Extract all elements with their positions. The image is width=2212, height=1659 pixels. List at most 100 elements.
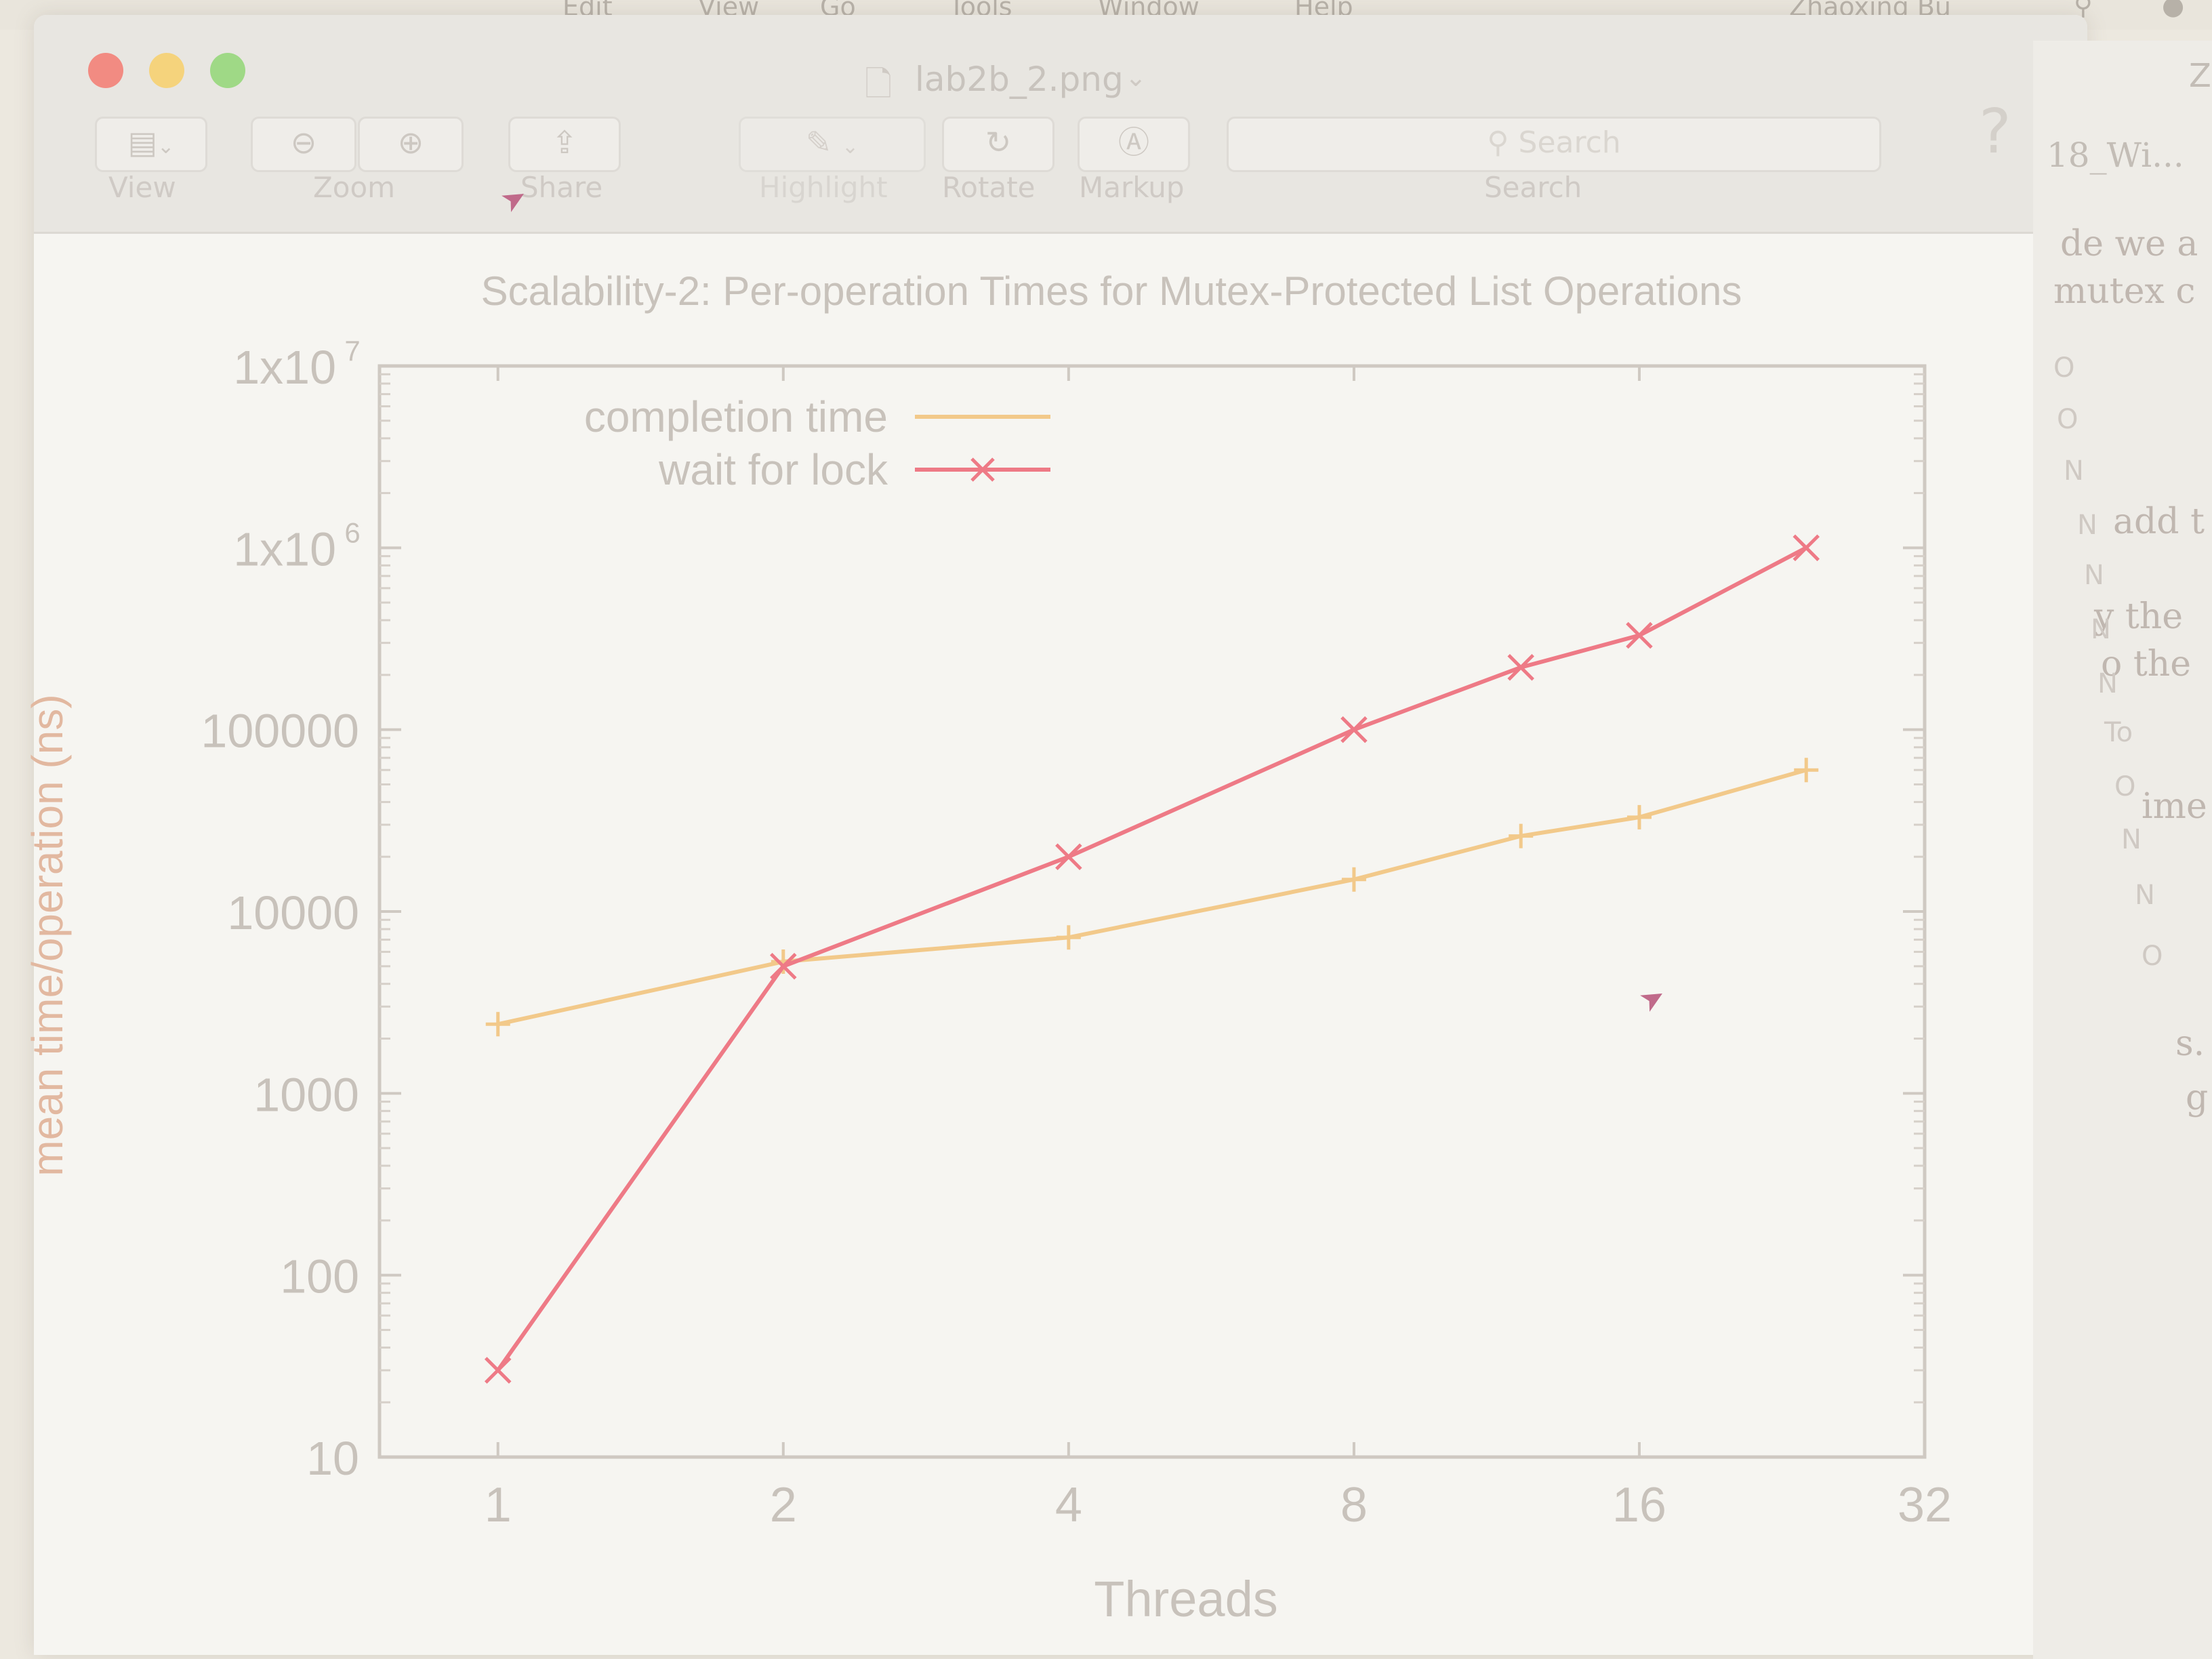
side-text-line: de we a xyxy=(2060,224,2198,264)
legend-label: wait for lock xyxy=(658,445,888,494)
x-axis-label: Threads xyxy=(1094,1571,1277,1627)
side-text-line: s. xyxy=(2175,1023,2205,1064)
chevron-down-icon[interactable]: ⌄ xyxy=(1125,62,1147,92)
side-marker: N xyxy=(2077,510,2097,541)
y-tick-exponent: 6 xyxy=(344,516,360,548)
zoom-label: Zoom xyxy=(313,171,396,204)
data-point-wait-for-lock xyxy=(1793,534,1820,562)
window-toolbar: 🗋 lab2b_2.png ⌄ ▤⌄ View ⊖ ⊕ Zoom ⇪ Share… xyxy=(34,15,2087,234)
y-axis-label: mean time/operation (ns) xyxy=(23,694,72,1176)
view-label: View xyxy=(108,171,176,204)
y-tick-label: 10 xyxy=(306,1432,359,1485)
data-point-wait-for-lock xyxy=(484,1357,512,1384)
side-text-line: y the xyxy=(2094,596,2184,637)
side-marker: O xyxy=(2057,404,2078,435)
markup-button[interactable]: Ⓐ xyxy=(1078,117,1190,172)
series-line-completion-time xyxy=(497,768,1807,1027)
x-tick-label: 32 xyxy=(1898,1478,1952,1532)
minimize-button[interactable] xyxy=(149,53,184,88)
x-tick-label: 1 xyxy=(485,1478,512,1532)
side-marker: To xyxy=(2104,717,2133,748)
side-text-line: ime xyxy=(2142,786,2207,827)
data-point-completion-time xyxy=(1509,823,1534,848)
search-icon: ⚲ xyxy=(1487,125,1509,160)
share-icon: ⇪ xyxy=(551,124,578,161)
zoom-window-button[interactable] xyxy=(210,53,245,88)
data-point-wait-for-lock xyxy=(1626,621,1653,649)
side-text-line: add t xyxy=(2113,501,2205,542)
side-marker: N xyxy=(2091,614,2111,645)
share-label: Share xyxy=(520,171,603,204)
side-marker: N xyxy=(2135,880,2155,911)
side-text-line: g xyxy=(2186,1078,2209,1118)
search-placeholder: Search xyxy=(1518,125,1621,160)
y-tick-label: 1x10 xyxy=(233,523,336,575)
markup-label: Markup xyxy=(1079,171,1185,204)
highlight-button[interactable]: ✎ ⌄ xyxy=(739,117,926,172)
plot-border xyxy=(377,364,1927,1459)
search-label: Search xyxy=(1484,171,1582,204)
chart-title: Scalability-2: Per-operation Times for M… xyxy=(481,268,1742,314)
legend-label: completion time xyxy=(584,392,888,441)
rotate-icon: ↻ xyxy=(985,124,1012,161)
data-point-wait-for-lock xyxy=(1055,843,1082,870)
x-tick-label: 16 xyxy=(1612,1478,1666,1532)
data-point-wait-for-lock xyxy=(770,953,797,980)
side-marker: O xyxy=(2114,771,2136,802)
rotate-button[interactable]: ↻ xyxy=(942,117,1054,172)
legend-marker xyxy=(970,457,995,482)
y-tick-label: 10000 xyxy=(227,886,359,939)
side-marker: N xyxy=(2084,560,2104,591)
x-tick-label: 4 xyxy=(1055,1478,1082,1532)
side-tab-letter: Z xyxy=(2189,57,2211,95)
zoom-in-icon: ⊕ xyxy=(397,124,424,161)
help-icon[interactable]: ? xyxy=(1979,96,2011,167)
side-marker: N xyxy=(2097,668,2118,699)
chevron-down-icon: ⌄ xyxy=(842,135,859,159)
data-point-wait-for-lock xyxy=(1507,654,1534,681)
share-button[interactable]: ⇪ xyxy=(508,117,621,172)
data-point-completion-time xyxy=(485,1012,510,1037)
y-tick-label: 100000 xyxy=(201,705,359,758)
data-point-completion-time xyxy=(1341,867,1366,892)
highlighter-icon: ✎ xyxy=(805,124,832,161)
y-tick-label: 1x10 xyxy=(233,341,336,394)
side-marker: O xyxy=(2053,352,2075,384)
highlight-label: Highlight xyxy=(759,171,888,204)
document-icon: 🗋 xyxy=(865,64,893,104)
plot-frame xyxy=(377,364,1927,1459)
side-text-line: mutex c xyxy=(2053,271,2196,312)
x-tick-label: 8 xyxy=(1340,1478,1368,1532)
y-tick-label: 100 xyxy=(280,1250,359,1303)
side-document-panel xyxy=(2033,41,2212,1659)
y-tick-label: 1000 xyxy=(253,1068,359,1121)
data-point-wait-for-lock xyxy=(1340,716,1368,743)
search-input[interactable]: ⚲ Search xyxy=(1227,117,1881,172)
rotate-label: Rotate xyxy=(942,171,1036,204)
chevron-down-icon: ⌄ xyxy=(157,135,175,159)
data-point-completion-time xyxy=(1794,758,1819,783)
side-text-line: o the xyxy=(2101,644,2191,684)
side-marker: N xyxy=(2121,824,2142,855)
zoom-out-icon: ⊖ xyxy=(290,124,317,161)
y-tick-exponent: 7 xyxy=(344,335,360,367)
side-marker: O xyxy=(2142,941,2163,972)
view-button[interactable]: ▤⌄ xyxy=(95,117,207,172)
markup-icon: Ⓐ xyxy=(1118,124,1149,161)
close-button[interactable] xyxy=(88,53,123,88)
zoom-in-button[interactable]: ⊕ xyxy=(358,117,464,172)
chart: Scalability-2: Per-operation Times for M… xyxy=(23,268,1952,1627)
sidebar-icon: ▤ xyxy=(127,124,158,161)
siri-icon[interactable]: ● xyxy=(2162,0,2185,20)
data-point-completion-time xyxy=(1626,804,1652,830)
window-title[interactable]: lab2b_2.png xyxy=(915,60,1124,99)
data-point-completion-time xyxy=(1056,925,1081,950)
preview-window: 🗋 lab2b_2.png ⌄ ▤⌄ View ⊖ ⊕ Zoom ⇪ Share… xyxy=(34,15,2087,1655)
side-document-tab[interactable]: 18_Wi... xyxy=(2047,136,2184,175)
series-group xyxy=(484,534,1820,1384)
series-line-wait-for-lock xyxy=(496,546,1807,1372)
zoom-out-button[interactable]: ⊖ xyxy=(251,117,356,172)
x-tick-label: 2 xyxy=(770,1478,797,1532)
